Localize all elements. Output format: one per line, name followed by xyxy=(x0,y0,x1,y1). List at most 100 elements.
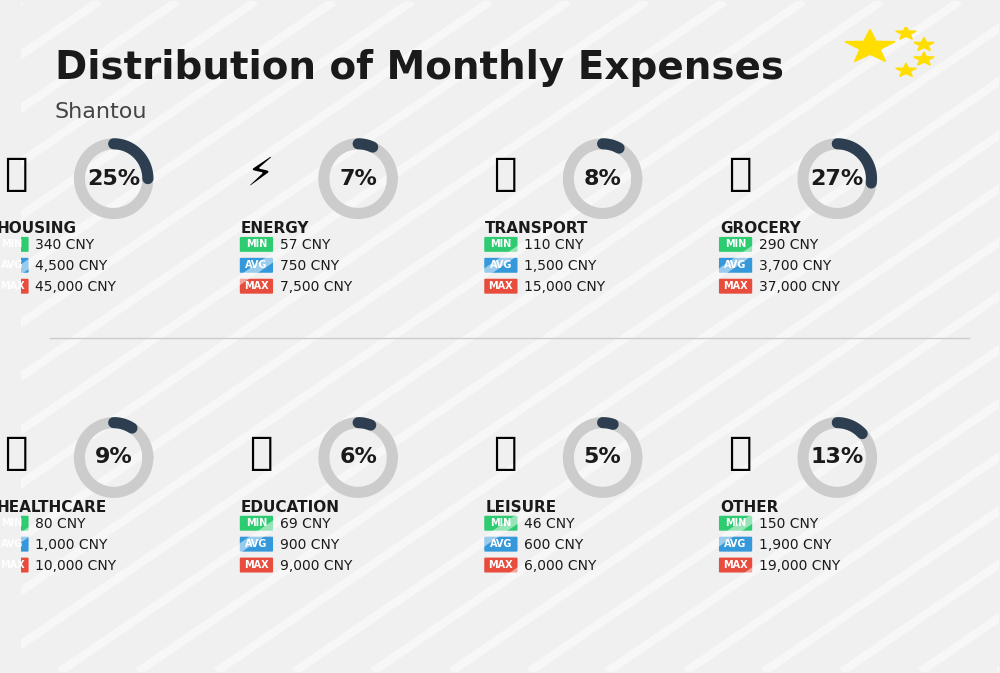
FancyBboxPatch shape xyxy=(719,536,752,552)
Text: 🎓: 🎓 xyxy=(249,433,272,472)
Text: GROCERY: GROCERY xyxy=(720,221,801,236)
FancyBboxPatch shape xyxy=(240,258,273,273)
Text: MIN: MIN xyxy=(1,240,23,250)
Text: MIN: MIN xyxy=(246,240,267,250)
Text: 9,000 CNY: 9,000 CNY xyxy=(280,559,352,573)
Text: AVG: AVG xyxy=(490,539,512,549)
Polygon shape xyxy=(914,38,934,50)
Text: MIN: MIN xyxy=(246,518,267,528)
Text: 10,000 CNY: 10,000 CNY xyxy=(35,559,117,573)
Text: 8%: 8% xyxy=(584,169,622,188)
Text: 1,900 CNY: 1,900 CNY xyxy=(759,538,832,552)
Text: 600 CNY: 600 CNY xyxy=(524,538,584,552)
Text: 3,700 CNY: 3,700 CNY xyxy=(759,259,831,273)
Text: AVG: AVG xyxy=(490,260,512,271)
FancyBboxPatch shape xyxy=(0,516,29,531)
Text: 46 CNY: 46 CNY xyxy=(524,518,575,531)
FancyBboxPatch shape xyxy=(719,516,752,531)
Text: 💗: 💗 xyxy=(4,433,28,472)
Polygon shape xyxy=(914,52,934,65)
Text: 7%: 7% xyxy=(339,169,377,188)
Text: 🛍: 🛍 xyxy=(493,433,516,472)
Text: MAX: MAX xyxy=(489,281,513,291)
Text: 57 CNY: 57 CNY xyxy=(280,238,330,252)
Text: EDUCATION: EDUCATION xyxy=(241,500,340,516)
FancyBboxPatch shape xyxy=(484,536,518,552)
Text: 🥦: 🥦 xyxy=(728,155,751,192)
FancyBboxPatch shape xyxy=(719,258,752,273)
Text: MIN: MIN xyxy=(1,518,23,528)
FancyBboxPatch shape xyxy=(240,516,273,531)
Text: 13%: 13% xyxy=(811,448,864,468)
Text: MAX: MAX xyxy=(244,560,269,570)
Text: ENERGY: ENERGY xyxy=(241,221,309,236)
Text: AVG: AVG xyxy=(724,539,747,549)
FancyBboxPatch shape xyxy=(0,279,29,293)
Text: 15,000 CNY: 15,000 CNY xyxy=(524,280,605,294)
Text: 340 CNY: 340 CNY xyxy=(35,238,95,252)
Text: 1,500 CNY: 1,500 CNY xyxy=(524,259,597,273)
Text: 6,000 CNY: 6,000 CNY xyxy=(524,559,597,573)
Text: MIN: MIN xyxy=(725,240,746,250)
Text: TRANSPORT: TRANSPORT xyxy=(485,221,589,236)
Text: MAX: MAX xyxy=(489,560,513,570)
FancyBboxPatch shape xyxy=(0,558,29,573)
Text: AVG: AVG xyxy=(724,260,747,271)
FancyBboxPatch shape xyxy=(484,558,518,573)
Text: HEALTHCARE: HEALTHCARE xyxy=(0,500,107,516)
Text: 290 CNY: 290 CNY xyxy=(759,238,818,252)
FancyBboxPatch shape xyxy=(0,237,29,252)
FancyBboxPatch shape xyxy=(240,237,273,252)
Text: OTHER: OTHER xyxy=(720,500,778,516)
FancyBboxPatch shape xyxy=(0,258,29,273)
Text: HOUSING: HOUSING xyxy=(0,221,76,236)
Text: MAX: MAX xyxy=(0,560,24,570)
Text: AVG: AVG xyxy=(1,260,23,271)
Text: AVG: AVG xyxy=(245,539,268,549)
Polygon shape xyxy=(845,30,895,61)
Text: 6%: 6% xyxy=(339,448,377,468)
Text: ⚡: ⚡ xyxy=(247,155,274,192)
Text: 19,000 CNY: 19,000 CNY xyxy=(759,559,840,573)
Text: Distribution of Monthly Expenses: Distribution of Monthly Expenses xyxy=(55,49,784,87)
Text: MAX: MAX xyxy=(723,560,748,570)
FancyBboxPatch shape xyxy=(0,536,29,552)
Text: LEISURE: LEISURE xyxy=(485,500,556,516)
FancyBboxPatch shape xyxy=(719,237,752,252)
Text: 37,000 CNY: 37,000 CNY xyxy=(759,280,840,294)
FancyBboxPatch shape xyxy=(719,558,752,573)
Text: 45,000 CNY: 45,000 CNY xyxy=(35,280,116,294)
Text: 27%: 27% xyxy=(811,169,864,188)
Text: 80 CNY: 80 CNY xyxy=(35,518,86,531)
Polygon shape xyxy=(896,26,916,39)
Polygon shape xyxy=(896,63,916,77)
FancyBboxPatch shape xyxy=(240,536,273,552)
Text: 5%: 5% xyxy=(584,448,621,468)
Text: 110 CNY: 110 CNY xyxy=(524,238,584,252)
Text: 🏢: 🏢 xyxy=(4,155,28,192)
Text: 750 CNY: 750 CNY xyxy=(280,259,339,273)
Text: Shantou: Shantou xyxy=(55,102,147,122)
Text: AVG: AVG xyxy=(1,539,23,549)
FancyBboxPatch shape xyxy=(484,258,518,273)
Text: MAX: MAX xyxy=(244,281,269,291)
FancyBboxPatch shape xyxy=(719,279,752,293)
Text: 900 CNY: 900 CNY xyxy=(280,538,339,552)
Text: 9%: 9% xyxy=(95,448,133,468)
FancyBboxPatch shape xyxy=(484,237,518,252)
Text: 👛: 👛 xyxy=(728,433,751,472)
FancyBboxPatch shape xyxy=(240,279,273,293)
Text: MIN: MIN xyxy=(725,518,746,528)
Text: 150 CNY: 150 CNY xyxy=(759,518,818,531)
Text: 1,000 CNY: 1,000 CNY xyxy=(35,538,108,552)
Text: 🚌: 🚌 xyxy=(493,155,516,192)
Text: MAX: MAX xyxy=(723,281,748,291)
FancyBboxPatch shape xyxy=(484,516,518,531)
FancyBboxPatch shape xyxy=(240,558,273,573)
Text: 25%: 25% xyxy=(87,169,140,188)
Text: 4,500 CNY: 4,500 CNY xyxy=(35,259,108,273)
Text: MIN: MIN xyxy=(490,240,512,250)
Text: 7,500 CNY: 7,500 CNY xyxy=(280,280,352,294)
Text: MIN: MIN xyxy=(490,518,512,528)
FancyBboxPatch shape xyxy=(484,279,518,293)
